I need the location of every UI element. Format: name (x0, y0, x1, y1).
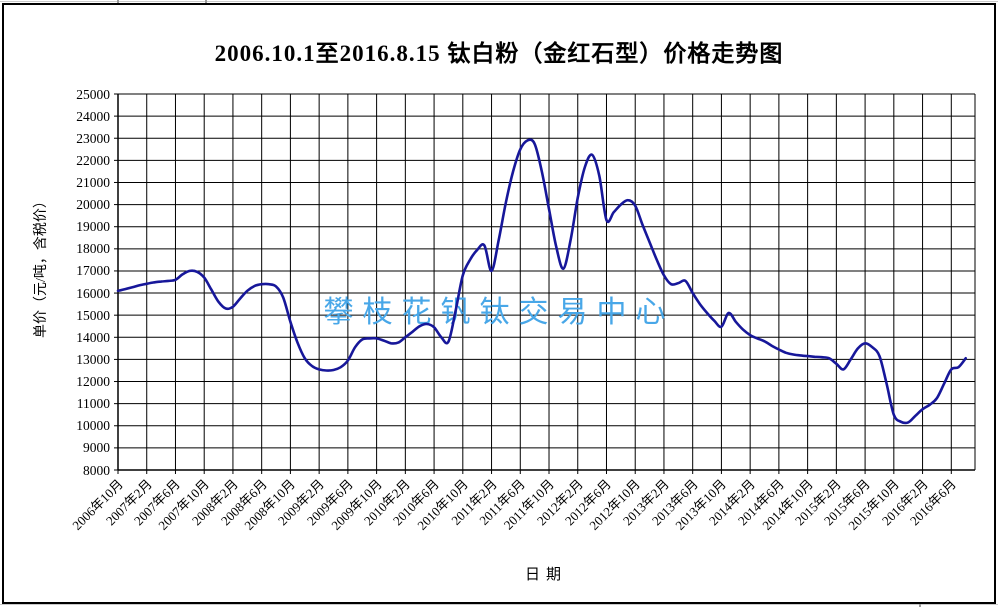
y-tick-label: 12000 (76, 374, 110, 390)
y-tick-label: 20000 (76, 197, 110, 213)
y-tick-label: 8000 (83, 462, 110, 478)
price-line (116, 138, 967, 425)
spreadsheet-gridline-top (0, 1, 998, 2)
chart-frame-border (2, 3, 996, 604)
page-title: 2006.10.1至2016.8.15 钛白粉（金红石型）价格走势图 (214, 41, 784, 66)
y-tick-label: 16000 (76, 285, 110, 301)
spreadsheet-column-mark (117, 0, 119, 4)
x-axis-title: 日期 (524, 567, 567, 583)
watermark: 攀枝花钒钛交易中心 (323, 296, 675, 329)
y-tick-label: 15000 (76, 307, 110, 323)
y-tick-label: 14000 (76, 329, 110, 345)
spreadsheet-column-mark (205, 0, 207, 4)
y-tick-label: 17000 (76, 263, 110, 279)
y-tick-label: 22000 (76, 152, 110, 168)
y-tick-label: 18000 (76, 241, 110, 257)
y-tick-label: 11000 (76, 396, 110, 412)
y-tick-label: 25000 (76, 86, 110, 102)
y-axis-title: 单价（元/吨，含税价） (34, 194, 49, 338)
y-tick-label: 21000 (76, 174, 110, 190)
y-tick-label: 10000 (76, 418, 110, 434)
y-tick-label: 24000 (76, 108, 110, 124)
spreadsheet-gridline-bottom (0, 604, 998, 605)
spreadsheet-column-mark (919, 602, 921, 607)
y-tick-label: 13000 (76, 351, 110, 367)
y-tick-label: 9000 (83, 440, 110, 456)
y-tick-label: 19000 (76, 219, 110, 235)
y-tick-label: 23000 (76, 130, 110, 146)
